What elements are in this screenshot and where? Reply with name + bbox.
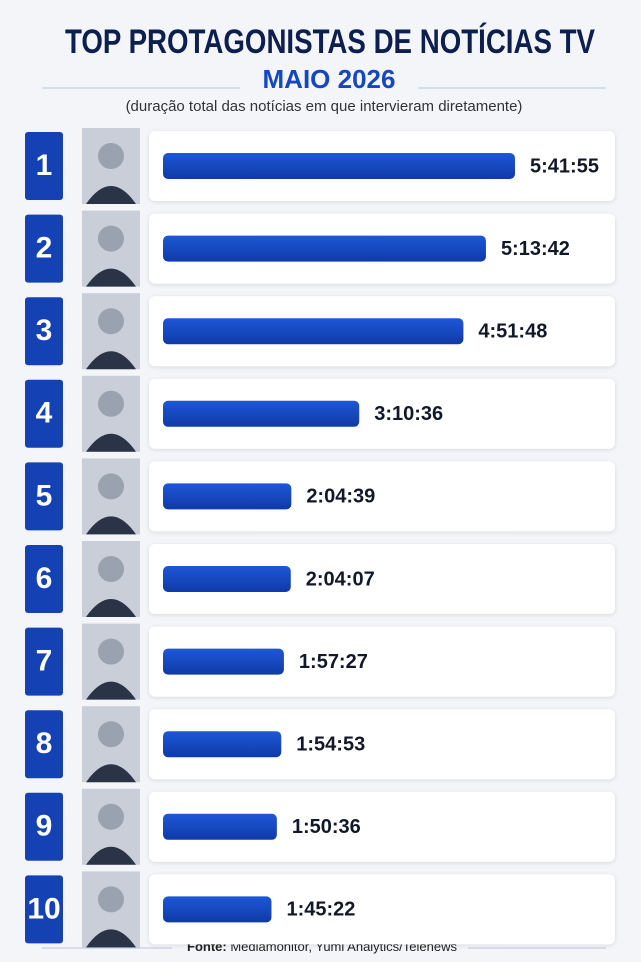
photo-body [86,764,136,783]
photo-head [98,473,124,500]
rank-label: 5 [36,479,53,512]
rank-box [25,214,63,283]
value-label: 1:54:53 [296,733,365,755]
card [149,544,615,614]
photo-body [86,186,136,204]
value-label: 2:04:07 [306,568,375,590]
value-label: 3:10:36 [374,403,443,425]
chart-title: TOP PROTAGONISTAS DE NOTÍCIAS TV [65,23,595,61]
photo-body [86,929,136,948]
photo-body [86,681,136,700]
rank-box [25,297,63,366]
bar [163,483,292,510]
rank-box [25,627,63,696]
card [149,874,615,945]
subtitle: MAIO 2026 [263,64,396,94]
bar [163,731,282,758]
value-label: 1:45:22 [286,899,355,921]
rank-box [25,710,63,779]
bar [163,400,360,427]
card [149,709,615,780]
value-label: 2:04:39 [306,486,375,508]
value-label: 5:41:55 [530,155,599,177]
rank-box [25,379,63,448]
rank-label: 3 [36,314,53,347]
bar [163,648,284,675]
rank-label: 9 [36,810,53,843]
card [149,378,615,449]
rank-label: 6 [36,562,53,595]
photo-head [98,721,124,748]
photo-head [98,225,124,252]
rank-label: 2 [36,232,53,265]
photo-body [86,516,136,535]
bar [163,318,464,345]
photo-head [98,390,124,417]
card [149,791,615,862]
photo-body [86,268,136,287]
photo-body [86,599,136,617]
photo-head [98,308,124,335]
bar [163,896,272,923]
card [149,626,615,697]
rank-label: 7 [36,645,53,678]
photo-head [98,638,124,665]
bar [163,566,291,592]
photo-head [98,886,124,913]
photo-body [86,433,136,452]
card [149,461,615,532]
rank-label: 10 [27,892,60,925]
rank-box [25,792,63,861]
rank-box [25,462,63,531]
rank-box [25,545,63,613]
value-label: 1:57:27 [299,651,368,673]
bar [163,235,486,262]
photo-head [98,556,124,582]
bar [163,153,515,179]
value-label: 1:50:36 [292,816,361,838]
photo-body [86,351,136,370]
rank-label: 1 [36,149,53,182]
rank-box [25,132,63,200]
photo-head [98,143,124,169]
photo-body [86,846,136,865]
photo-head [98,803,124,830]
value-label: 4:51:48 [478,320,547,342]
note: (duração total das notícias em que inter… [126,98,523,115]
rank-box [25,875,63,944]
bar [163,813,277,840]
rank-label: 8 [36,727,53,760]
rank-label: 4 [36,397,53,430]
value-label: 5:13:42 [501,238,570,260]
